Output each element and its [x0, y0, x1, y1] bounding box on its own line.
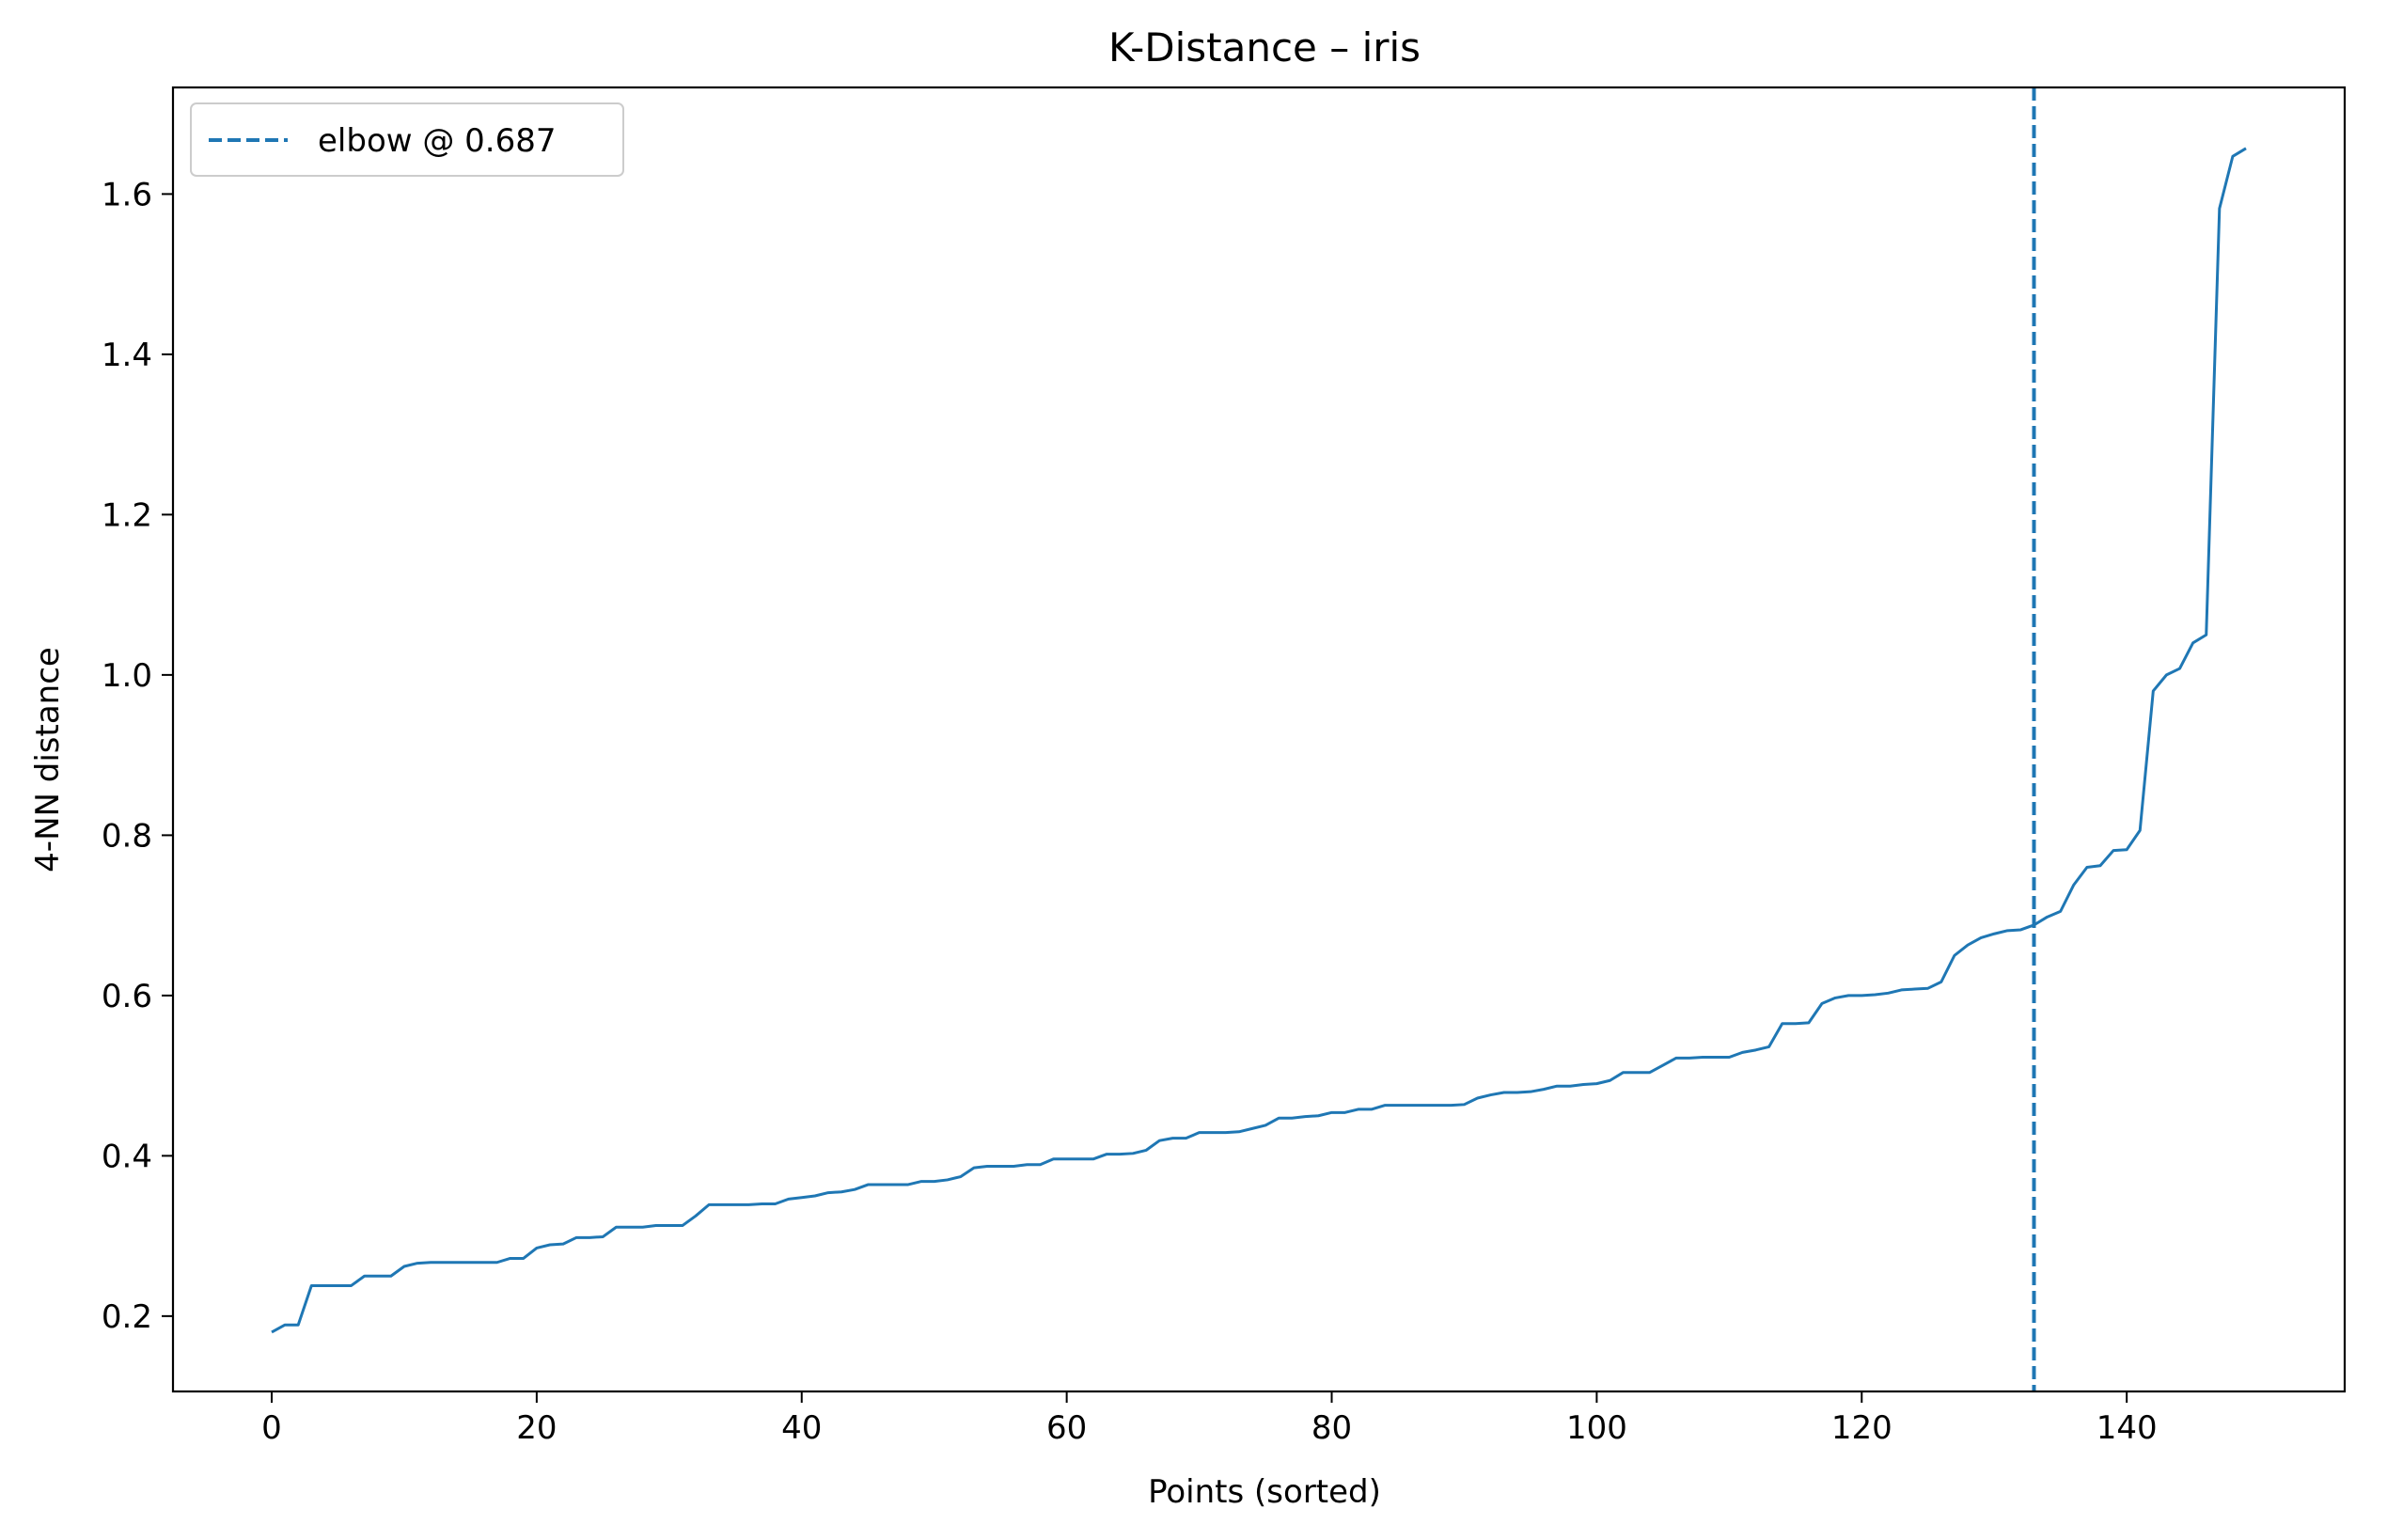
- x-tick-label: 140: [2096, 1409, 2158, 1447]
- x-axis-label: Points (sorted): [1148, 1473, 1381, 1511]
- y-tick-label: 0.2: [102, 1298, 152, 1336]
- plot-area: [171, 86, 2347, 1393]
- y-tick-label: 0.8: [102, 817, 152, 855]
- legend: elbow @ 0.687: [190, 102, 624, 177]
- x-tick-label: 40: [781, 1409, 822, 1447]
- y-tick-label: 1.2: [102, 496, 152, 534]
- legend-label-elbow: elbow @ 0.687: [318, 122, 557, 160]
- x-tick-label: 80: [1311, 1409, 1352, 1447]
- y-tick-label: 0.4: [102, 1138, 152, 1175]
- x-tick-label: 120: [1831, 1409, 1892, 1447]
- legend-box: [190, 102, 624, 177]
- y-axis-ticks: 0.2 0.4 0.6 0.8 1.0 1.2 1.4 1.6: [102, 176, 173, 1336]
- chart-title: K-Distance – iris: [1108, 24, 1421, 71]
- y-axis-label: 4-NN distance: [29, 647, 67, 872]
- plot-frame: [171, 86, 2347, 1393]
- y-tick-label: 1.4: [102, 337, 152, 374]
- x-axis-ticks: 0 20 40 60 80 100 120 140: [261, 1391, 2158, 1447]
- x-tick-label: 60: [1046, 1409, 1087, 1447]
- x-tick-label: 20: [516, 1409, 557, 1447]
- y-tick-label: 1.0: [102, 657, 152, 695]
- x-tick-label: 0: [261, 1409, 282, 1447]
- y-tick-label: 0.6: [102, 978, 152, 1015]
- y-tick-label: 1.6: [102, 176, 152, 213]
- x-tick-label: 100: [1566, 1409, 1627, 1447]
- k-distance-line: [271, 147, 2247, 1334]
